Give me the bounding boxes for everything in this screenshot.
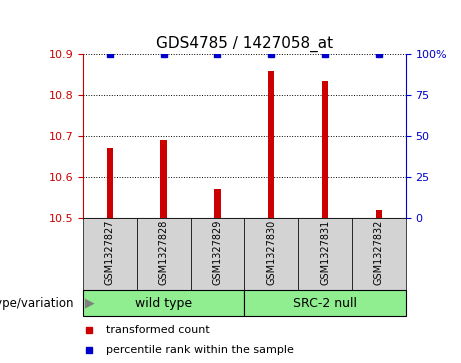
- Bar: [322, 81, 328, 218]
- Bar: [376, 210, 382, 218]
- Text: genotype/variation: genotype/variation: [0, 297, 74, 310]
- Bar: [244, 218, 298, 290]
- Title: GDS4785 / 1427058_at: GDS4785 / 1427058_at: [156, 36, 333, 52]
- Bar: [352, 218, 406, 290]
- Bar: [244, 290, 406, 316]
- Text: GSM1327829: GSM1327829: [213, 220, 223, 285]
- Text: GSM1327827: GSM1327827: [105, 220, 115, 285]
- Text: GSM1327830: GSM1327830: [266, 220, 276, 285]
- Bar: [160, 140, 167, 218]
- Bar: [214, 189, 221, 218]
- Bar: [106, 148, 113, 218]
- Text: GSM1327832: GSM1327832: [374, 220, 384, 285]
- Text: wild type: wild type: [135, 297, 192, 310]
- Text: SRC-2 null: SRC-2 null: [293, 297, 357, 310]
- Text: GSM1327831: GSM1327831: [320, 220, 330, 285]
- Bar: [83, 290, 244, 316]
- Bar: [190, 218, 244, 290]
- Text: ▶: ▶: [85, 297, 95, 310]
- Text: percentile rank within the sample: percentile rank within the sample: [106, 345, 294, 355]
- Bar: [268, 71, 274, 218]
- Text: GSM1327828: GSM1327828: [159, 220, 169, 285]
- Bar: [298, 218, 352, 290]
- Bar: [83, 218, 137, 290]
- Text: transformed count: transformed count: [106, 325, 209, 335]
- Bar: [137, 218, 190, 290]
